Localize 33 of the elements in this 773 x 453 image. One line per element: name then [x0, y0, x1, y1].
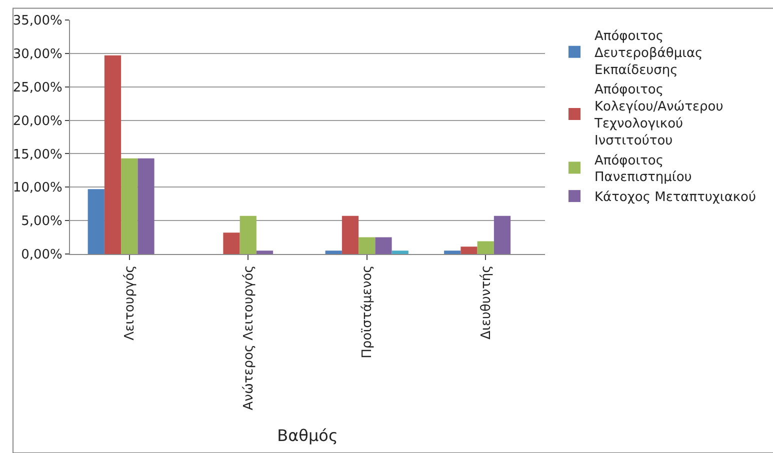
y-tick-label: 0,00%	[21, 248, 62, 263]
x-tick-label: Διευθυντής	[478, 265, 494, 340]
bar	[358, 237, 376, 254]
y-tick-label: 20,00%	[12, 114, 62, 129]
bar	[444, 250, 461, 254]
y-tick-label: 15,00%	[12, 147, 62, 162]
bar	[104, 55, 122, 254]
bar	[121, 158, 138, 254]
bar	[375, 237, 392, 254]
bar	[494, 216, 511, 254]
bar	[88, 189, 104, 254]
bar	[392, 250, 408, 254]
y-tick-label: 30,00%	[12, 46, 62, 62]
bar	[325, 250, 342, 254]
bar	[342, 216, 359, 254]
y-tick-label: 35,00%	[12, 14, 62, 29]
legend-label: Κάτοχος Μεταπτυχιακού	[594, 190, 756, 206]
y-tick-label: 10,00%	[12, 180, 62, 196]
bar	[223, 232, 240, 254]
legend-label: Απόφοιτος Κολεγίου/Ανώτερου Τεχνολογικού Ινστιτούτου	[594, 82, 724, 148]
y-tick-label: 25,00%	[12, 80, 62, 96]
bar	[477, 241, 494, 254]
x-tick-label: Ανώτερος Λειτουργός	[241, 265, 256, 410]
bar	[256, 250, 274, 254]
bar	[240, 216, 256, 254]
bar	[460, 246, 478, 254]
legend-label: Απόφοιτος Πανεπιστημίου	[594, 153, 692, 186]
y-tick-label: 5,00%	[21, 214, 62, 230]
x-axis-title: Βαθμός	[277, 426, 338, 445]
x-tick-label: Λειτουργός	[122, 265, 138, 340]
legend-label: Απόφοιτος Δευτεροβάθμιας Εκπαίδευσης	[594, 29, 703, 78]
x-tick-label: Προϊστάμενος	[360, 265, 376, 358]
bar	[138, 158, 154, 254]
